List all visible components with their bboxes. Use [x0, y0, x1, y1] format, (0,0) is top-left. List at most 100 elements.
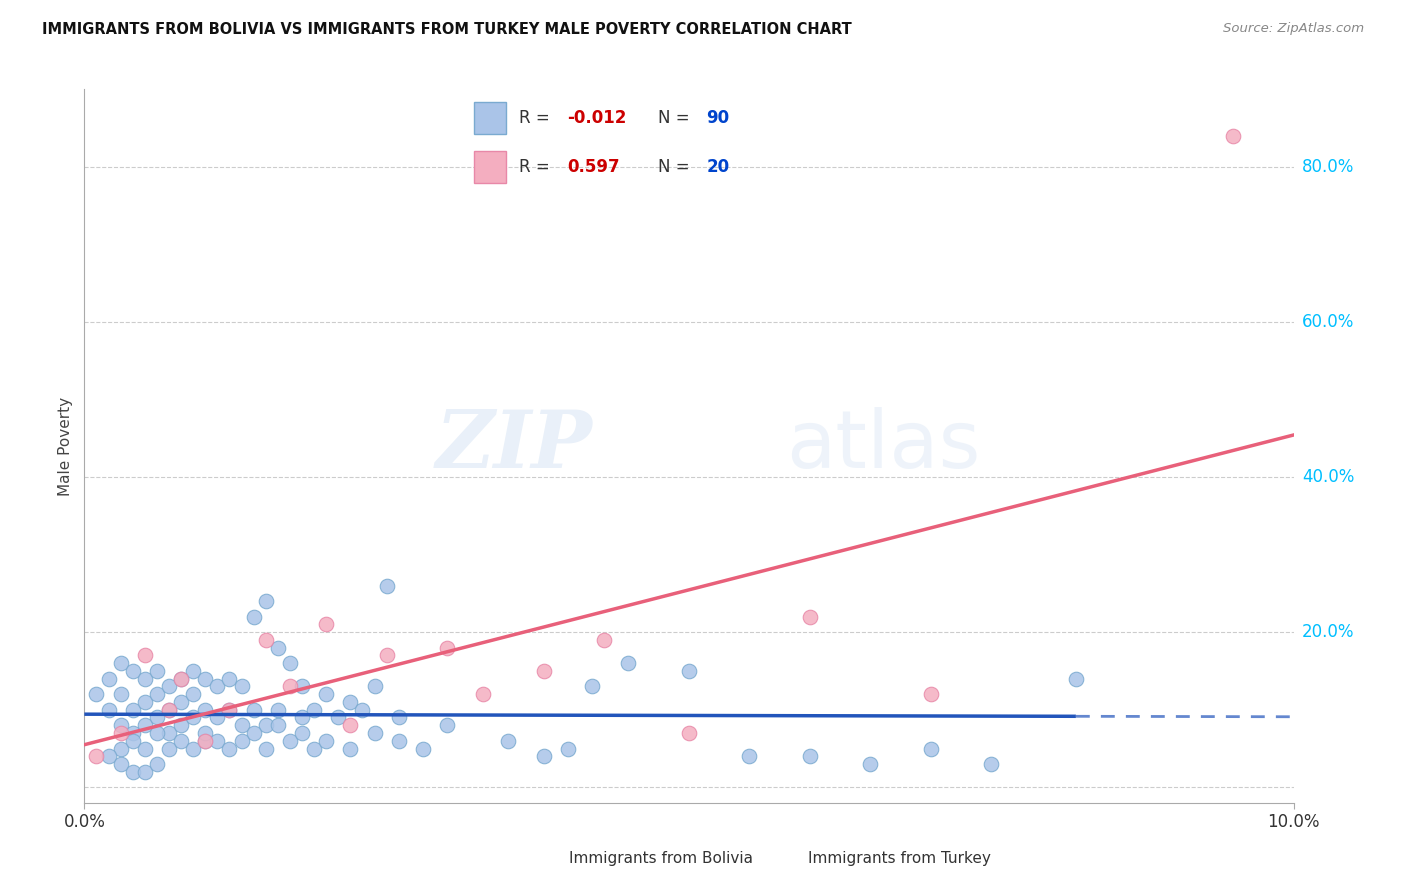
- Point: [533, 664, 555, 678]
- Point: [254, 741, 277, 756]
- Point: [218, 741, 240, 756]
- Point: [267, 718, 290, 732]
- Point: [352, 703, 374, 717]
- Point: [339, 741, 361, 756]
- Point: [593, 632, 616, 647]
- Point: [242, 726, 264, 740]
- Point: [86, 687, 108, 701]
- Point: [472, 687, 495, 701]
- Point: [121, 664, 143, 678]
- Point: [170, 695, 193, 709]
- Point: [86, 749, 108, 764]
- Point: [278, 656, 301, 670]
- Point: [315, 617, 337, 632]
- Text: R =: R =: [519, 159, 560, 177]
- Point: [146, 710, 169, 724]
- Text: 20: 20: [707, 159, 730, 177]
- Point: [110, 726, 132, 740]
- Point: [302, 741, 325, 756]
- Point: [181, 741, 204, 756]
- FancyBboxPatch shape: [474, 102, 506, 134]
- Point: [617, 656, 640, 670]
- Point: [278, 733, 301, 747]
- Point: [181, 710, 204, 724]
- Point: [920, 687, 942, 701]
- Text: Immigrants from Turkey: Immigrants from Turkey: [808, 851, 991, 865]
- Point: [146, 664, 169, 678]
- Point: [315, 733, 337, 747]
- Point: [738, 749, 761, 764]
- Point: [302, 703, 325, 717]
- Point: [110, 718, 132, 732]
- Point: [363, 726, 385, 740]
- Point: [110, 656, 132, 670]
- Point: [980, 757, 1002, 772]
- Point: [799, 609, 821, 624]
- Point: [218, 672, 240, 686]
- Point: [363, 680, 385, 694]
- Point: [242, 703, 264, 717]
- Point: [134, 672, 156, 686]
- Point: [328, 710, 350, 724]
- Point: [110, 687, 132, 701]
- Point: [194, 672, 217, 686]
- Point: [110, 757, 132, 772]
- Point: [207, 733, 229, 747]
- Point: [157, 680, 180, 694]
- Point: [134, 695, 156, 709]
- Point: [859, 757, 882, 772]
- Point: [315, 687, 337, 701]
- Point: [581, 680, 603, 694]
- Point: [121, 733, 143, 747]
- Point: [267, 640, 290, 655]
- Point: [121, 703, 143, 717]
- Point: [134, 764, 156, 779]
- Point: [1064, 672, 1087, 686]
- Text: 60.0%: 60.0%: [1302, 313, 1354, 331]
- Point: [170, 733, 193, 747]
- Text: Source: ZipAtlas.com: Source: ZipAtlas.com: [1223, 22, 1364, 36]
- Point: [181, 664, 204, 678]
- Point: [121, 764, 143, 779]
- Point: [181, 687, 204, 701]
- Point: [170, 718, 193, 732]
- Point: [412, 741, 434, 756]
- Point: [254, 632, 277, 647]
- Point: [375, 648, 398, 663]
- Point: [496, 733, 519, 747]
- Point: [375, 579, 398, 593]
- Point: [920, 741, 942, 756]
- Point: [194, 726, 217, 740]
- Point: [254, 594, 277, 608]
- Text: -0.012: -0.012: [568, 109, 627, 127]
- Point: [678, 664, 700, 678]
- Point: [339, 695, 361, 709]
- Text: 40.0%: 40.0%: [1302, 468, 1354, 486]
- Point: [170, 672, 193, 686]
- Point: [110, 741, 132, 756]
- Point: [134, 718, 156, 732]
- Text: Immigrants from Bolivia: Immigrants from Bolivia: [569, 851, 754, 865]
- Point: [170, 672, 193, 686]
- Text: 0.597: 0.597: [568, 159, 620, 177]
- Point: [194, 733, 217, 747]
- Point: [231, 718, 253, 732]
- Text: 80.0%: 80.0%: [1302, 158, 1354, 176]
- Point: [134, 648, 156, 663]
- Point: [146, 726, 169, 740]
- Point: [678, 726, 700, 740]
- Point: [557, 741, 579, 756]
- Point: [291, 710, 314, 724]
- Point: [207, 680, 229, 694]
- Point: [254, 718, 277, 732]
- Point: [146, 687, 169, 701]
- Point: [146, 757, 169, 772]
- Point: [436, 718, 458, 732]
- Text: R =: R =: [519, 109, 555, 127]
- Point: [157, 703, 180, 717]
- Text: ZIP: ZIP: [436, 408, 592, 484]
- Point: [533, 749, 555, 764]
- Point: [157, 703, 180, 717]
- Point: [97, 749, 120, 764]
- Point: [339, 718, 361, 732]
